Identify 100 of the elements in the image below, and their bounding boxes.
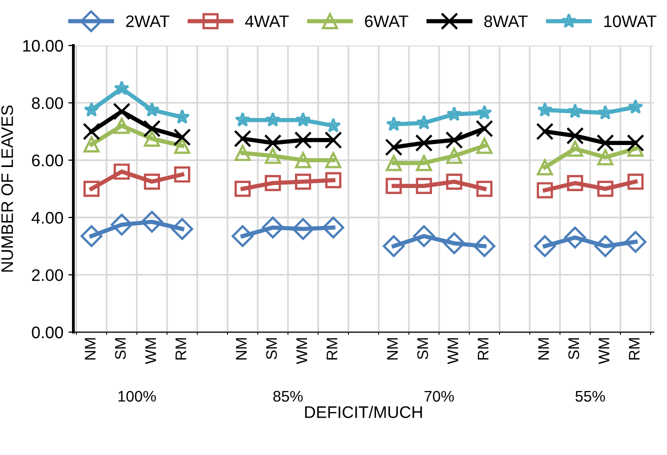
point	[232, 225, 254, 248]
x-tick-label: SM	[417, 338, 428, 360]
point	[234, 180, 251, 197]
point	[173, 128, 191, 146]
text: 100%	[118, 390, 156, 402]
point	[143, 120, 161, 138]
point	[597, 149, 614, 166]
point	[264, 134, 282, 152]
point	[326, 118, 342, 132]
legend-label: 4WAT	[245, 16, 289, 28]
point	[597, 180, 614, 197]
text: 70%	[424, 390, 454, 402]
x-tick-label: SM	[568, 338, 580, 360]
legend-label: 8WAT	[484, 15, 528, 28]
point	[171, 218, 194, 240]
point	[598, 104, 614, 120]
x-tick-label: NM	[387, 338, 398, 360]
point	[386, 154, 402, 172]
point	[384, 138, 402, 156]
point	[234, 130, 252, 148]
point	[82, 122, 100, 140]
point	[322, 216, 344, 238]
point	[624, 230, 646, 253]
point	[416, 178, 432, 194]
point	[567, 140, 584, 157]
point	[564, 226, 586, 248]
y-axis-title: NUMBER OF LEAVES	[1, 105, 14, 272]
point	[234, 112, 250, 127]
x-tick-label: WM	[448, 338, 458, 364]
point	[295, 152, 312, 168]
point	[294, 131, 312, 149]
x-tick-label: WM	[145, 338, 156, 364]
point	[234, 144, 251, 162]
point	[84, 102, 100, 117]
legend-label: 10WAT	[604, 15, 656, 28]
point	[386, 178, 402, 194]
y-tick-label: 0.00	[32, 326, 63, 338]
point	[534, 235, 556, 258]
point	[628, 99, 644, 114]
point	[627, 174, 644, 190]
point	[626, 134, 644, 152]
x-tick-label: NM	[84, 338, 96, 360]
point	[446, 174, 462, 190]
point	[476, 138, 492, 154]
x-tick-label: NM	[538, 338, 549, 360]
point	[112, 102, 130, 120]
point	[627, 140, 644, 157]
point	[114, 80, 130, 96]
point	[415, 134, 433, 152]
point	[382, 235, 405, 258]
point	[144, 102, 160, 117]
point	[110, 214, 133, 236]
point	[174, 138, 190, 154]
point	[536, 182, 553, 198]
x-tick-label: WM	[598, 338, 610, 364]
y-tick-label: 4.00	[32, 212, 63, 224]
point	[536, 159, 553, 176]
y-tick-label: 8.00	[32, 97, 63, 110]
x-tick-label: RM	[326, 338, 338, 360]
point	[174, 109, 190, 124]
point	[596, 134, 614, 152]
point	[325, 172, 342, 188]
point	[174, 166, 190, 183]
text: 85%	[273, 390, 303, 402]
x-tick-label: RM	[478, 338, 488, 360]
point	[536, 122, 554, 140]
point	[445, 131, 463, 149]
y-tick-label: 6.00	[32, 154, 63, 166]
point	[141, 210, 163, 233]
point	[114, 118, 130, 134]
x-tick-label: RM	[628, 338, 640, 360]
x-tick-label: SM	[115, 338, 126, 360]
point	[264, 148, 281, 164]
point	[473, 235, 496, 258]
point	[413, 225, 435, 248]
x-tick-label: RM	[176, 338, 186, 360]
point	[144, 174, 160, 190]
point	[324, 131, 342, 149]
point	[265, 112, 281, 127]
point	[144, 130, 160, 147]
point	[83, 136, 100, 152]
x-tick-label: WM	[296, 338, 308, 364]
point	[295, 174, 312, 190]
point	[537, 102, 553, 117]
point	[446, 106, 462, 122]
point	[295, 112, 311, 127]
point	[114, 164, 130, 180]
point	[446, 148, 462, 164]
point	[567, 103, 583, 118]
y-tick-label: 10.00	[23, 40, 63, 52]
x-axis-title: DEFICIT/MUCH	[305, 406, 422, 418]
point	[476, 180, 492, 197]
point	[292, 218, 314, 240]
point	[262, 216, 284, 238]
point	[566, 127, 584, 145]
point	[386, 116, 402, 132]
point	[476, 120, 494, 138]
point	[476, 104, 492, 120]
point	[443, 232, 466, 254]
point	[567, 175, 584, 192]
